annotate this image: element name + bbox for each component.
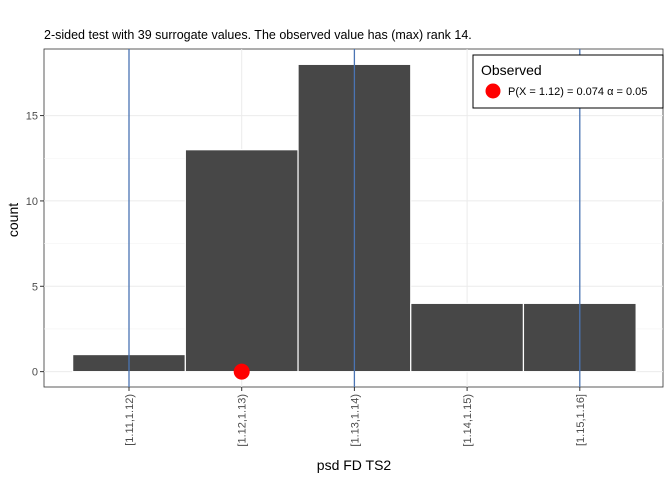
legend: Observed P(X = 1.12) = 0.074 α = 0.05 (472, 54, 664, 109)
x-tick-label: [1.13,1.14) (349, 394, 361, 447)
observed-points (233, 363, 250, 380)
legend-entry: P(X = 1.12) = 0.074 α = 0.05 (508, 86, 647, 98)
y-tick-label: 10 (26, 196, 38, 208)
legend-key-point (485, 83, 501, 99)
x-tick-label: [1.15,1.16] (575, 394, 587, 446)
bar (184, 149, 299, 373)
y-tick-label: 0 (32, 367, 38, 379)
y-axis: 0 5 10 15 (26, 111, 44, 379)
x-tick-label: [1.12,1.13) (237, 394, 249, 447)
chart-title: 2-sided test with 39 surrogate values. T… (44, 28, 472, 42)
legend-title: Observed (481, 62, 542, 78)
y-tick-label: 15 (26, 111, 38, 123)
y-axis-title: count (5, 203, 21, 237)
observed-point (233, 363, 250, 380)
x-axis-title: psd FD TS2 (317, 457, 392, 473)
legend-box (472, 54, 664, 109)
x-tick-label: [1.14,1.15) (462, 394, 474, 447)
bar (410, 302, 525, 373)
y-tick-label: 5 (32, 281, 38, 293)
x-axis: [1.11,1.12) [1.12,1.13) [1.13,1.14) [1.14,1… (124, 387, 587, 447)
x-tick-label: [1.11,1.12) (124, 394, 136, 446)
